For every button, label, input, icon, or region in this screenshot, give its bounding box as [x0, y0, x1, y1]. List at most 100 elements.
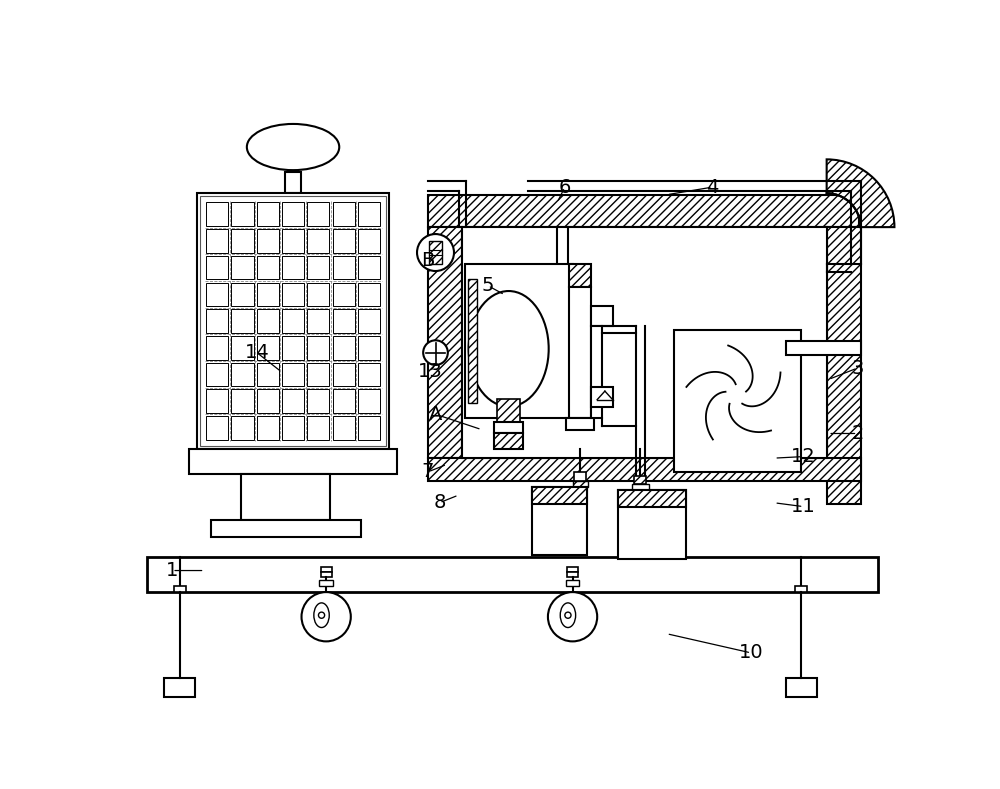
Bar [206, 256, 228, 279]
Bar [567, 567, 578, 572]
Bar [634, 476, 646, 484]
Bar [333, 282, 355, 306]
Circle shape [727, 386, 745, 404]
Bar [321, 567, 332, 572]
Text: 12: 12 [791, 447, 816, 466]
Bar [462, 227, 827, 458]
Bar [282, 256, 304, 279]
Circle shape [318, 612, 325, 619]
Bar [428, 458, 861, 481]
Bar [333, 203, 355, 226]
Bar [307, 256, 329, 279]
Ellipse shape [560, 603, 576, 627]
Bar [231, 256, 254, 279]
Bar [206, 282, 228, 306]
Bar [307, 416, 329, 439]
Bar [147, 557, 878, 592]
Bar [358, 336, 380, 360]
Bar [569, 287, 591, 418]
Bar [231, 363, 254, 387]
Bar [554, 322, 571, 328]
Bar [358, 363, 380, 387]
Bar [321, 572, 332, 577]
Bar [358, 389, 380, 413]
Bar [307, 309, 329, 333]
Bar [358, 229, 380, 252]
Bar [333, 256, 355, 279]
Bar [566, 418, 594, 430]
Text: B: B [421, 251, 434, 270]
Bar [257, 416, 279, 439]
Bar [333, 416, 355, 439]
Ellipse shape [314, 603, 329, 627]
Text: 8: 8 [433, 493, 446, 512]
Bar [358, 256, 380, 279]
Bar [532, 488, 587, 555]
Bar [206, 363, 228, 387]
Text: 1: 1 [166, 561, 178, 580]
Bar [257, 229, 279, 252]
Circle shape [423, 340, 448, 365]
Bar [307, 229, 329, 252]
Bar [333, 363, 355, 387]
Bar [429, 241, 442, 264]
Bar [827, 227, 861, 504]
Bar [428, 227, 462, 458]
Bar [307, 282, 329, 306]
Bar [231, 282, 254, 306]
Bar [231, 389, 254, 413]
Bar [206, 389, 228, 413]
Text: 5: 5 [482, 276, 494, 295]
Bar [618, 490, 686, 559]
Bar [307, 203, 329, 226]
Bar [197, 193, 389, 449]
Bar [566, 580, 579, 586]
Bar [591, 326, 602, 418]
Bar [333, 309, 355, 333]
Bar [573, 481, 588, 488]
Bar [257, 282, 279, 306]
Bar [231, 229, 254, 252]
Bar [307, 389, 329, 413]
Bar [795, 586, 807, 592]
Bar [257, 309, 279, 333]
Bar [285, 172, 301, 193]
Bar [333, 229, 355, 252]
Circle shape [548, 592, 597, 641]
Bar [358, 282, 380, 306]
Bar [189, 449, 397, 473]
Bar [786, 678, 817, 697]
Text: 2: 2 [851, 424, 864, 443]
Text: 14: 14 [244, 343, 269, 362]
Bar [497, 398, 520, 422]
Bar [307, 363, 329, 387]
Bar [282, 309, 304, 333]
Text: 11: 11 [791, 497, 816, 516]
Bar [282, 282, 304, 306]
Bar [358, 416, 380, 439]
Text: 3: 3 [851, 358, 864, 377]
Bar [569, 264, 591, 287]
Bar [319, 580, 333, 586]
Text: 10: 10 [739, 644, 764, 663]
Bar [465, 264, 573, 418]
Bar [358, 203, 380, 226]
Text: 13: 13 [418, 362, 442, 381]
Bar [333, 336, 355, 360]
Bar [468, 279, 477, 402]
Bar [532, 488, 587, 504]
Bar [257, 336, 279, 360]
Bar [282, 389, 304, 413]
Bar [786, 341, 861, 355]
Bar [494, 422, 523, 433]
Wedge shape [827, 159, 894, 227]
Bar [358, 309, 380, 333]
Bar [200, 196, 386, 446]
Bar [231, 416, 254, 439]
Bar [206, 416, 228, 439]
Bar [206, 309, 228, 333]
Bar [494, 433, 523, 449]
Bar [282, 203, 304, 226]
Bar [211, 520, 361, 537]
Text: 6: 6 [559, 178, 571, 196]
